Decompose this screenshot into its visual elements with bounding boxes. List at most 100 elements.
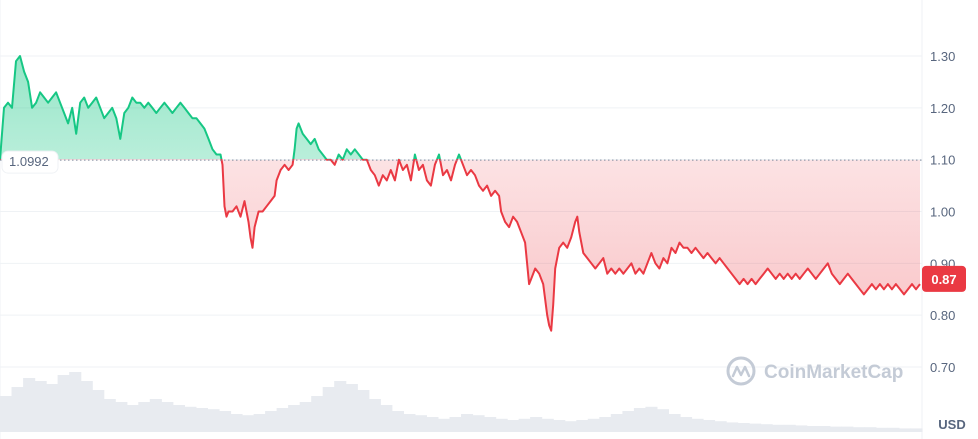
volume-bar (852, 427, 865, 432)
volume-bar (818, 426, 831, 432)
volume-bar (599, 417, 612, 432)
volume-bar (368, 399, 381, 432)
volume-bar (380, 405, 393, 432)
volume-bar (161, 402, 174, 432)
volume-bar (195, 408, 208, 432)
volume-bar (391, 411, 404, 432)
volume-bar (449, 417, 462, 432)
volume-bar (507, 420, 520, 432)
volume-bar (714, 421, 727, 432)
coinmarketcap-logo-icon (726, 356, 756, 386)
volume-bar (530, 417, 543, 432)
volume-bar (207, 409, 220, 432)
volume-bar (80, 381, 93, 432)
volume-bar (760, 424, 773, 432)
volume-bar (564, 421, 577, 432)
y-tick-label: 0.70 (930, 360, 955, 375)
current-price-tag: 0.87 (922, 265, 966, 292)
volume-bar (875, 427, 888, 432)
volume-bar (357, 390, 370, 432)
currency-unit: USD (938, 417, 965, 432)
volume-bar (610, 414, 623, 432)
volume-bar (829, 426, 842, 432)
volume-bar (299, 402, 312, 432)
volume-bar (265, 411, 278, 432)
volume-bar (403, 414, 416, 432)
price-line-above (0, 55, 462, 159)
volume-bar (345, 384, 358, 432)
area-below-baseline (0, 159, 920, 331)
y-tick-label: 1.00 (930, 205, 955, 220)
volume-bar (899, 428, 912, 432)
current-price-value: 0.87 (931, 272, 956, 287)
volume-bar (230, 414, 243, 432)
watermark: CoinMarketCap (726, 356, 903, 386)
volume-bar (184, 406, 197, 432)
volume-bar (11, 387, 24, 432)
volume-bar (726, 422, 739, 432)
volume-bar (495, 418, 508, 432)
volume-bar (0, 396, 13, 432)
area-above-baseline (0, 56, 461, 159)
volume-bar (656, 409, 669, 432)
y-tick-label: 1.10 (930, 153, 955, 168)
volume-bar (57, 375, 70, 432)
volume-bar (737, 423, 750, 432)
watermark-text: CoinMarketCap (764, 362, 903, 383)
volume-bar (219, 411, 232, 432)
baseline-label: 1.0992 (1, 150, 59, 174)
volume-bar (149, 399, 162, 432)
volume-bar (172, 405, 185, 432)
volume-bar (703, 420, 716, 432)
volume-bar (115, 402, 128, 432)
volume-bar (910, 428, 923, 432)
y-tick-label: 1.20 (930, 101, 955, 116)
volume-bar (749, 423, 762, 432)
volume-bar (668, 414, 681, 432)
volume-bar (864, 427, 877, 432)
volume-bar (138, 402, 151, 432)
volume-bar (841, 426, 854, 432)
volume-bar (276, 408, 289, 432)
volume-bar (553, 420, 566, 432)
y-tick-label: 1.30 (930, 49, 955, 64)
volume-bar (633, 408, 646, 432)
volume-bar (126, 405, 139, 432)
volume-bar (414, 415, 427, 432)
volume-bar (242, 415, 255, 432)
volume-bar (783, 424, 796, 432)
volume-bar (691, 418, 704, 432)
volume-bar (518, 418, 531, 432)
volume-bar (472, 415, 485, 432)
volume-bar (311, 396, 324, 432)
volume-bar (622, 411, 635, 432)
volume-bar (92, 390, 105, 432)
volume-bar (576, 420, 589, 432)
volume-bar (253, 414, 266, 432)
volume-bar (69, 372, 82, 432)
volume-bar (103, 399, 116, 432)
volume-bar (645, 406, 658, 432)
volume-bars (0, 372, 923, 432)
volume-bar (334, 381, 347, 432)
volume-bar (288, 405, 301, 432)
volume-bar (587, 418, 600, 432)
volume-bar (541, 418, 554, 432)
baseline-value: 1.0992 (9, 154, 49, 169)
volume-bar (772, 424, 785, 432)
volume-bar (680, 417, 693, 432)
y-axis: 1.301.201.101.000.900.800.70 (930, 49, 955, 375)
volume-bar (484, 417, 497, 432)
volume-bar (426, 417, 439, 432)
y-tick-label: 0.80 (930, 308, 955, 323)
volume-bar (23, 378, 36, 432)
volume-bar (461, 414, 474, 432)
volume-bar (887, 427, 900, 432)
volume-bar (322, 387, 335, 432)
volume-bar (46, 384, 59, 432)
volume-bar (795, 425, 808, 432)
volume-bar (806, 426, 819, 432)
volume-bar (437, 418, 450, 432)
volume-bar (34, 381, 47, 432)
